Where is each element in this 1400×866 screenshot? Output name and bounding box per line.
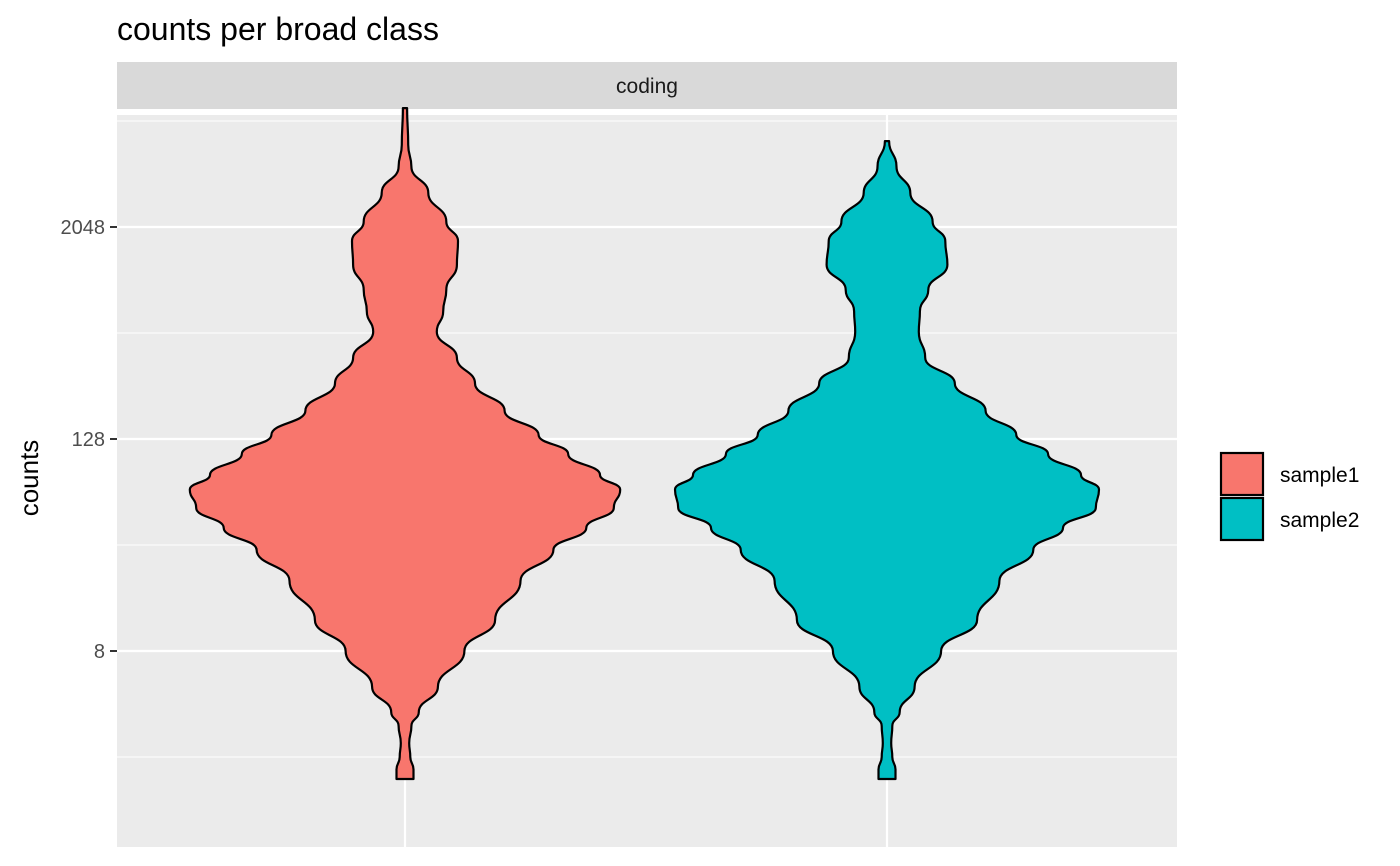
y-tick-label: 8 xyxy=(94,641,105,663)
legend-label-sample1: sample1 xyxy=(1280,464,1359,487)
y-axis: 8 128 2048 xyxy=(61,217,117,663)
violins xyxy=(188,106,1101,781)
y-axis-title: counts xyxy=(14,440,44,517)
violin-sample2 xyxy=(673,140,1101,781)
facet-strip xyxy=(117,62,1177,109)
y-tick-label: 2048 xyxy=(61,217,106,239)
legend-swatch-sample1 xyxy=(1219,451,1265,497)
facet-strip-label: coding xyxy=(616,75,678,98)
y-tick-label: 128 xyxy=(72,429,105,451)
legend-swatch-sample2 xyxy=(1219,496,1265,542)
legend-label-sample2: sample2 xyxy=(1280,509,1359,532)
violin-sample1 xyxy=(188,106,622,781)
legend: sample1 sample2 xyxy=(1219,451,1359,542)
chart-title: counts per broad class xyxy=(117,11,439,47)
